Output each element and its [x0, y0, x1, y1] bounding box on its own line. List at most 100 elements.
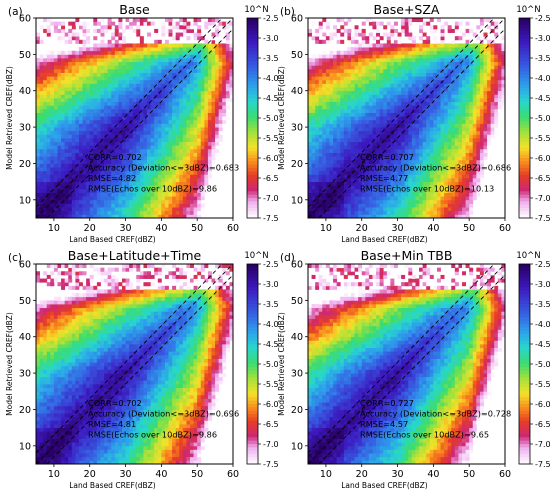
heatmap-cell	[186, 181, 191, 186]
heatmap-cell	[447, 76, 452, 81]
heatmap-cell	[433, 185, 438, 190]
heatmap-cell	[190, 127, 194, 132]
heatmap-cell	[75, 148, 80, 153]
heatmap-cell	[358, 65, 363, 70]
heatmap-cell	[318, 199, 323, 204]
heatmap-cell	[111, 214, 116, 219]
heatmap-cell	[383, 174, 388, 179]
heatmap-cell	[82, 214, 87, 219]
heatmap-cell	[361, 68, 366, 73]
heatmap-cell	[368, 170, 373, 175]
heatmap-cell	[129, 127, 134, 132]
heatmap-cell	[429, 127, 434, 132]
heatmap-cell	[200, 127, 205, 132]
heatmap-cell	[132, 83, 137, 88]
heatmap-cell	[193, 130, 198, 135]
heatmap-cell	[43, 65, 48, 70]
heatmap-cell	[89, 214, 94, 219]
heatmap-cell	[39, 156, 44, 161]
heatmap-cell	[211, 156, 216, 161]
heatmap-cell	[39, 167, 44, 172]
heatmap-cell	[325, 134, 330, 139]
heatmap-cell	[157, 145, 162, 150]
heatmap-cell	[462, 148, 466, 153]
heatmap-cell	[372, 101, 377, 106]
heatmap-cell	[368, 61, 373, 66]
heatmap-cell	[401, 174, 406, 179]
heatmap-cell	[78, 185, 83, 190]
heatmap-cell	[136, 214, 141, 219]
heatmap-cell	[440, 199, 445, 204]
heatmap-cell	[150, 210, 155, 215]
heatmap-cell	[458, 50, 463, 55]
heatmap-cell	[82, 79, 87, 84]
heatmap-cell	[100, 72, 105, 77]
heatmap-cell	[111, 101, 116, 106]
heatmap-cell	[75, 152, 80, 157]
heatmap-cell	[39, 54, 44, 59]
heatmap-cell	[397, 94, 402, 99]
heatmap-cell	[218, 58, 223, 63]
heatmap-cell	[462, 159, 466, 164]
heatmap-cell	[318, 145, 323, 150]
heatmap-cell	[207, 72, 212, 77]
heatmap-cell	[454, 36, 459, 41]
heatmap-cell	[429, 108, 434, 113]
heatmap-cell	[143, 21, 148, 26]
heatmap-cell	[71, 83, 76, 88]
heatmap-cell	[200, 83, 205, 88]
heatmap-cell	[422, 79, 427, 84]
heatmap-cell	[46, 119, 51, 124]
heatmap-cell	[193, 47, 198, 52]
heatmap-cell	[419, 174, 424, 179]
heatmap-cell	[411, 43, 416, 48]
heatmap-cell	[358, 210, 363, 215]
heatmap-cell	[447, 83, 452, 88]
heatmap-cell	[143, 72, 148, 77]
heatmap-cell	[393, 174, 398, 179]
heatmap-cell	[379, 130, 384, 135]
heatmap-cell	[96, 141, 101, 146]
heatmap-cell	[454, 214, 459, 219]
heatmap-cell	[179, 108, 184, 113]
heatmap-cell	[308, 79, 312, 84]
heatmap-cell	[136, 112, 141, 117]
heatmap-cell	[343, 72, 348, 77]
heatmap-cell	[426, 68, 431, 73]
heatmap-cell	[104, 90, 109, 95]
heatmap-cell	[104, 47, 109, 52]
heatmap-cell	[93, 68, 98, 73]
heatmap-cell	[157, 123, 162, 128]
heatmap-cell	[64, 79, 69, 84]
heatmap-cell	[111, 123, 116, 128]
heatmap-cell	[161, 47, 166, 52]
heatmap-cell	[93, 65, 98, 70]
heatmap-cell	[451, 207, 456, 212]
heatmap-cell	[397, 47, 402, 52]
heatmap-cell	[111, 152, 116, 157]
heatmap-cell	[154, 145, 159, 150]
x-tick-label: 30	[119, 223, 131, 234]
heatmap-cell	[78, 79, 83, 84]
heatmap-cell	[43, 214, 48, 219]
heatmap-cell	[143, 207, 148, 212]
heatmap-cell	[372, 76, 377, 81]
heatmap-cell	[75, 61, 80, 66]
heatmap-cell	[143, 170, 148, 175]
heatmap-cell	[111, 65, 116, 70]
heatmap-cell	[118, 94, 123, 99]
heatmap-cell	[368, 105, 373, 110]
heatmap-cell	[100, 207, 105, 212]
colorbar-tick-label: -5.5	[263, 134, 279, 143]
heatmap-cell	[436, 152, 441, 157]
heatmap-cell	[61, 68, 66, 73]
heatmap-cell	[68, 50, 73, 55]
heatmap-cell	[386, 72, 391, 77]
heatmap-cell	[139, 18, 144, 23]
heatmap-cell	[358, 108, 363, 113]
heatmap-cell	[315, 105, 320, 110]
heatmap-cell	[376, 188, 381, 193]
heatmap-cell	[397, 98, 402, 103]
heatmap-cell	[318, 105, 323, 110]
heatmap-cell	[465, 178, 470, 183]
